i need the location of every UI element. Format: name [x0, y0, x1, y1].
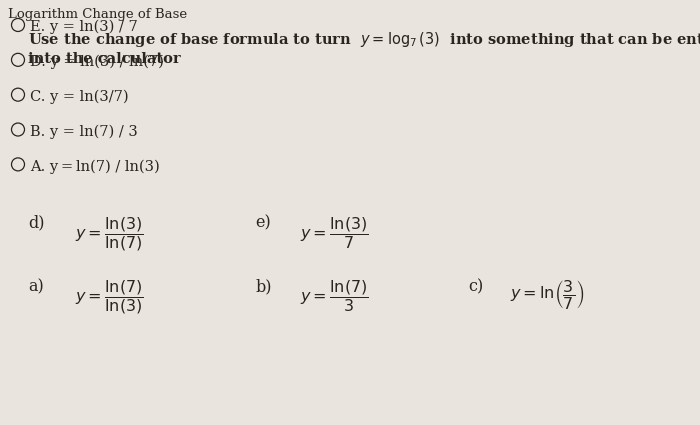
Text: a): a) [28, 278, 43, 295]
Text: $y = \dfrac{\ln(7)}{3}$: $y = \dfrac{\ln(7)}{3}$ [300, 278, 369, 314]
Text: $y = \dfrac{\ln(3)}{\ln(7)}$: $y = \dfrac{\ln(3)}{\ln(7)}$ [75, 215, 144, 252]
Text: e): e) [255, 215, 271, 232]
Text: D. y = ln(3) / ln(7): D. y = ln(3) / ln(7) [30, 55, 164, 69]
Text: b): b) [255, 278, 272, 295]
Text: c): c) [468, 278, 483, 295]
Text: E. y = ln(3) / 7: E. y = ln(3) / 7 [30, 20, 138, 34]
Text: Logarithm Change of Base: Logarithm Change of Base [8, 8, 187, 21]
Text: B. y = ln(7) / 3: B. y = ln(7) / 3 [30, 125, 138, 139]
Text: $y = \dfrac{\ln(3)}{7}$: $y = \dfrac{\ln(3)}{7}$ [300, 215, 369, 251]
Text: C. y = ln(3/7): C. y = ln(3/7) [30, 90, 129, 104]
Text: $y = \ln\!\left(\dfrac{3}{7}\right)$: $y = \ln\!\left(\dfrac{3}{7}\right)$ [510, 278, 584, 312]
Text: Use the change of base formula to turn  $y=\log_{7}(3)$  into something that can: Use the change of base formula to turn $… [28, 30, 700, 49]
Text: A. y = ln(7) / ln(3): A. y = ln(7) / ln(3) [30, 159, 160, 174]
Text: d): d) [28, 215, 45, 232]
Text: $y = \dfrac{\ln(7)}{\ln(3)}$: $y = \dfrac{\ln(7)}{\ln(3)}$ [75, 278, 144, 316]
Text: into the calculator: into the calculator [28, 52, 181, 66]
